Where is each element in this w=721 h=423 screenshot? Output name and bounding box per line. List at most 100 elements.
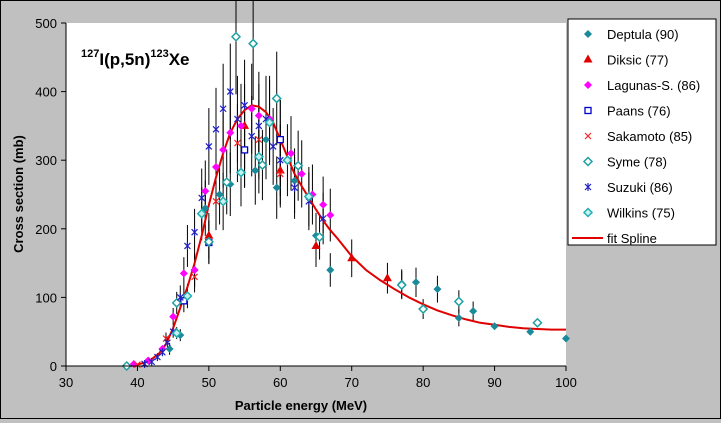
x-tick-label: 90 [487, 375, 501, 390]
data-point [247, 104, 256, 113]
legend-label: fit Spline [607, 231, 657, 246]
data-point [314, 231, 325, 243]
data-point [396, 279, 407, 291]
y-tick-label: 0 [50, 359, 57, 374]
title-base-2: Xe [169, 50, 190, 69]
data-point [184, 241, 191, 250]
data-point [191, 228, 198, 237]
data-point [319, 214, 327, 223]
data-point [297, 169, 306, 178]
data-point [169, 312, 178, 321]
data-point [204, 230, 214, 239]
legend-label: Deptula (90) [607, 27, 679, 42]
y-tick-label: 100 [35, 290, 57, 305]
data-point [190, 265, 199, 274]
data-point [201, 187, 210, 196]
data-point [234, 115, 241, 124]
data-point [532, 317, 543, 328]
data-point [282, 155, 293, 166]
data-point [262, 135, 270, 144]
data-point [240, 146, 249, 154]
data-point [235, 167, 247, 178]
y-tick-label: 400 [35, 85, 57, 100]
data-point [230, 31, 242, 42]
data-point [165, 344, 174, 353]
data-point [159, 348, 166, 357]
legend-label: Syme (78) [607, 155, 667, 170]
legend-label: Wilkins (75) [607, 206, 675, 221]
y-ticks: 0 100 200 300 400 500 [35, 16, 66, 374]
data-point [212, 163, 220, 172]
y-axis-label: Cross section (mb) [11, 135, 26, 253]
data-point [311, 240, 321, 249]
legend-box [567, 18, 717, 246]
legend-label: Suzuki (86) [607, 180, 673, 195]
data-point [226, 87, 234, 96]
data-point [241, 101, 248, 110]
data-point [412, 278, 420, 287]
data-point [269, 142, 277, 151]
series-4 [134, 136, 284, 369]
x-tick-label: 80 [416, 375, 430, 390]
series-7 [171, 117, 314, 339]
data-point [254, 111, 263, 120]
data-point [253, 151, 264, 162]
data-point [319, 200, 328, 209]
data-point [226, 128, 235, 137]
data-point [291, 183, 298, 192]
legend-marker [582, 207, 594, 218]
legend-marker [582, 156, 594, 167]
data-point [347, 253, 357, 262]
x-tick-label: 40 [130, 375, 144, 390]
data-point [290, 176, 299, 185]
data-point [164, 338, 171, 347]
data-point [179, 269, 188, 278]
data-point [454, 313, 463, 322]
data-point [276, 170, 284, 178]
data-point [272, 183, 281, 192]
data-point [257, 159, 268, 171]
data-point [196, 208, 207, 219]
title-base-1: I(p,5n) [99, 50, 150, 69]
data-point [271, 93, 282, 104]
legend-marker [584, 30, 592, 38]
data-point [171, 297, 182, 308]
data-point [562, 334, 570, 343]
data-point [219, 145, 228, 154]
legend-marker [584, 81, 592, 89]
data-point [191, 273, 198, 281]
data-point [326, 211, 335, 220]
legend-label: Sakamoto (85) [607, 129, 692, 144]
data-point [433, 285, 442, 294]
data-point [176, 293, 184, 302]
data-point [276, 135, 284, 144]
data-point [182, 290, 193, 302]
legend-label: Diksic (77) [607, 53, 668, 68]
data-point [212, 197, 220, 205]
legend: Deptula (90) Diksic (77) Lagunas-S. (86) Pa… [567, 18, 717, 246]
data-point [134, 361, 141, 369]
x-tick-label: 100 [555, 375, 577, 390]
data-point [303, 191, 314, 202]
data-point [205, 142, 213, 151]
legend-marker [584, 183, 592, 191]
data-point [148, 357, 156, 366]
legend-marker [584, 132, 592, 140]
legend-label: Paans (76) [607, 104, 671, 119]
x-tick-label: 30 [59, 375, 73, 390]
data-point [212, 125, 220, 134]
chart-title: 127I(p,5n)123Xe [81, 48, 190, 69]
y-tick-label: 500 [35, 16, 57, 31]
data-point [251, 166, 260, 175]
data-point [264, 117, 275, 128]
x-tick-label: 60 [273, 375, 287, 390]
data-point [255, 121, 263, 130]
data-point [218, 196, 229, 207]
title-sup-1: 127 [81, 48, 99, 60]
data-point [526, 327, 535, 336]
data-point [203, 236, 214, 247]
data-point [171, 328, 182, 339]
data-point [198, 193, 206, 202]
